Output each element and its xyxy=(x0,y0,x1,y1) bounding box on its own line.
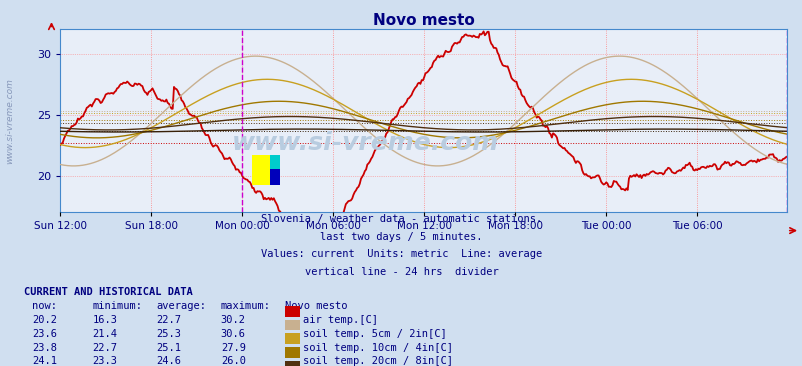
Bar xyxy=(269,169,280,186)
Text: 23.6: 23.6 xyxy=(32,329,57,339)
Text: www.si-vreme.com: www.si-vreme.com xyxy=(5,78,14,164)
Text: www.si-vreme.com: www.si-vreme.com xyxy=(232,131,499,155)
Text: 30.6: 30.6 xyxy=(221,329,245,339)
Text: 26.0: 26.0 xyxy=(221,356,245,366)
Text: 30.2: 30.2 xyxy=(221,315,245,325)
Text: air temp.[C]: air temp.[C] xyxy=(302,315,377,325)
Text: Values: current  Units: metric  Line: average: Values: current Units: metric Line: aver… xyxy=(261,249,541,259)
Text: average:: average: xyxy=(156,301,206,311)
Text: soil temp. 10cm / 4in[C]: soil temp. 10cm / 4in[C] xyxy=(302,343,452,352)
Text: 20.2: 20.2 xyxy=(32,315,57,325)
Text: now:: now: xyxy=(32,301,57,311)
Text: Slovenia / weather data - automatic stations.: Slovenia / weather data - automatic stat… xyxy=(261,214,541,224)
Bar xyxy=(269,155,280,186)
Text: 23.3: 23.3 xyxy=(92,356,117,366)
Text: 22.7: 22.7 xyxy=(92,343,117,352)
Text: 24.1: 24.1 xyxy=(32,356,57,366)
Text: 24.6: 24.6 xyxy=(156,356,181,366)
Text: 22.7: 22.7 xyxy=(156,315,181,325)
Text: vertical line - 24 hrs  divider: vertical line - 24 hrs divider xyxy=(304,267,498,277)
Text: soil temp. 5cm / 2in[C]: soil temp. 5cm / 2in[C] xyxy=(302,329,446,339)
Text: last two days / 5 minutes.: last two days / 5 minutes. xyxy=(320,232,482,242)
Text: soil temp. 20cm / 8in[C]: soil temp. 20cm / 8in[C] xyxy=(302,356,452,366)
Text: 16.3: 16.3 xyxy=(92,315,117,325)
Text: 23.8: 23.8 xyxy=(32,343,57,352)
Text: maximum:: maximum: xyxy=(221,301,270,311)
Text: Novo mesto: Novo mesto xyxy=(285,301,347,311)
Title: Novo mesto: Novo mesto xyxy=(372,13,474,28)
Text: 25.1: 25.1 xyxy=(156,343,181,352)
Text: 21.4: 21.4 xyxy=(92,329,117,339)
Text: 25.3: 25.3 xyxy=(156,329,181,339)
Text: CURRENT AND HISTORICAL DATA: CURRENT AND HISTORICAL DATA xyxy=(24,287,192,297)
Text: 27.9: 27.9 xyxy=(221,343,245,352)
Text: minimum:: minimum: xyxy=(92,301,142,311)
Bar xyxy=(252,155,269,186)
